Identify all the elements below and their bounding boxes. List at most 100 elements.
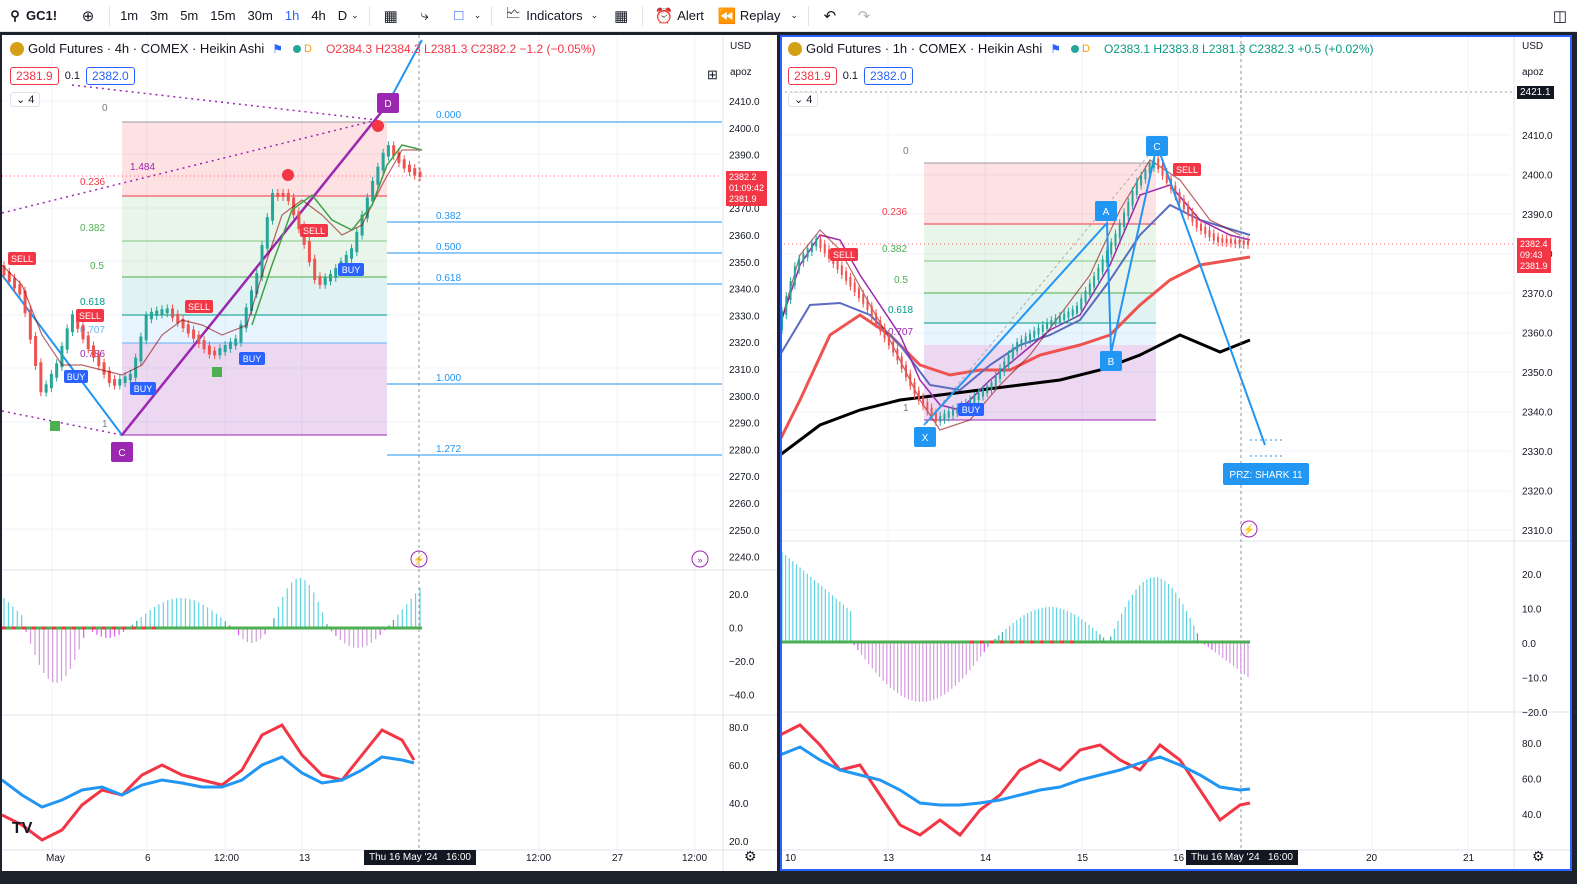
indicators-button[interactable]: 🗠 Indicators ⌄ (496, 0, 604, 32)
candle-body (328, 273, 332, 282)
trendline-dotted[interactable] (2, 410, 123, 436)
fib-label: 0.382 (80, 223, 105, 234)
bar-style-button[interactable]: ▦ (374, 0, 408, 32)
prz-badge[interactable]: PRZ: SHARK 11 (1223, 463, 1309, 485)
left-chart-canvas[interactable]: 0 0.236 0.382 0.5 0.618 0.707 0.786 1 1.… (2, 35, 777, 871)
exit-marker[interactable] (282, 169, 294, 181)
indicators-collapse-button[interactable]: ⌄ 4 (10, 92, 41, 107)
candle-body (271, 193, 275, 221)
trendline-dotted[interactable] (2, 119, 378, 214)
oscillator-histogram[interactable] (3, 578, 421, 683)
oscillator-fast-line[interactable] (2, 723, 416, 842)
scale-selector[interactable]: apoz (730, 67, 752, 78)
buy-signal[interactable]: BUY (130, 382, 156, 395)
undo-button[interactable]: ↶ (813, 0, 847, 32)
replay-button[interactable]: ⏪ Replay ⌄ (710, 0, 804, 32)
fib-extension[interactable]: 0.000 0.382 0.500 0.618 1.000 1.272 (387, 110, 722, 456)
timeframe-label: 5m (180, 8, 199, 23)
ma-line (780, 184, 1251, 411)
buy-signal[interactable]: BUY (239, 352, 265, 365)
oscillator-slow-line[interactable] (2, 755, 415, 809)
harmonic-pattern-line[interactable] (121, 104, 388, 436)
right-chart-pane[interactable]: 0 0.236 0.382 0.5 0.618 0.707 1 X A B C … (780, 35, 1572, 871)
jump-to-realtime-icon[interactable] (691, 550, 709, 568)
add-plus-icon[interactable]: ⊞ (707, 67, 718, 82)
timeframe-3m[interactable]: 3m (144, 0, 174, 32)
axis-tick-label: 2360.0 (729, 231, 760, 242)
pattern-point-a[interactable]: A (1095, 201, 1117, 221)
layout-button[interactable]: ◫ (1543, 0, 1577, 32)
pattern-point-b[interactable]: B (1100, 351, 1122, 371)
pattern-point-c[interactable]: C (1146, 136, 1168, 156)
jump-to-realtime-glyph: » (697, 555, 702, 565)
redo-button[interactable]: ↷ (847, 0, 881, 32)
chart-title[interactable]: Gold Futures · 4h · COMEX · Heikin Ashi (28, 41, 265, 56)
settings-gear-icon[interactable]: ⚙ (1532, 848, 1545, 864)
heikin-ashi-button[interactable]: □ ⌄ (442, 0, 488, 32)
tradingview-logo[interactable]: TV (12, 820, 33, 837)
candle-body (853, 282, 856, 293)
candle-body (789, 281, 792, 301)
buy-price-box[interactable]: 2382.0 (864, 67, 913, 85)
sell-signal[interactable]: SELL (185, 300, 213, 313)
right-chart-canvas[interactable]: 0 0.236 0.382 0.5 0.618 0.707 1 X A B C … (780, 35, 1572, 871)
fib-retracement[interactable]: 0 0.236 0.382 0.5 0.618 0.707 1 (882, 146, 1156, 421)
check-marker[interactable] (212, 367, 222, 377)
flag-icon[interactable]: ⚑ (1050, 41, 1062, 56)
alert-button[interactable]: ⏰ Alert (647, 0, 710, 32)
candle-body (186, 324, 190, 334)
compare-symbol-button[interactable]: ⊕ (71, 0, 105, 32)
sell-signal[interactable]: SELL (8, 252, 36, 265)
candle-body (92, 345, 96, 358)
buy-price-box[interactable]: 2382.0 (86, 67, 135, 85)
pattern-point-x[interactable]: X (914, 427, 936, 447)
timeframe-1h[interactable]: 1h (279, 0, 305, 32)
candles[interactable] (2, 141, 422, 397)
check-marker[interactable] (50, 421, 60, 431)
pattern-point-d[interactable]: D (377, 93, 399, 113)
sell-price-box[interactable]: 2381.9 (788, 67, 837, 85)
currency-selector[interactable]: USD (1522, 41, 1544, 52)
candle-body (334, 268, 338, 278)
flag-icon[interactable]: ⚑ (272, 41, 284, 56)
left-chart-pane[interactable]: 0 0.236 0.382 0.5 0.618 0.707 0.786 1 1.… (2, 35, 777, 871)
timeframe-D[interactable]: D ⌄ (332, 0, 365, 32)
exit-marker[interactable] (372, 120, 384, 132)
buy-signal[interactable]: BUY (64, 370, 88, 383)
timeframe-30m[interactable]: 30m (242, 0, 279, 32)
indicators-collapse-button[interactable]: ⌄ 4 (788, 92, 819, 107)
timeframe-5m[interactable]: 5m (174, 0, 204, 32)
oscillator-fast-line[interactable] (780, 723, 1251, 838)
candles[interactable] (781, 154, 1249, 426)
scale-selector[interactable]: apoz (1522, 67, 1544, 78)
settings-gear-icon[interactable]: ⚙ (744, 848, 757, 864)
sell-signal[interactable]: SELL (76, 309, 104, 322)
oscillator-histogram[interactable] (781, 552, 1249, 702)
candle-body (70, 314, 74, 333)
pattern-point-c[interactable]: C (111, 442, 133, 462)
chevron-down-icon: ⌄ (351, 10, 359, 20)
pattern-point-label: C (1153, 142, 1160, 153)
axis-tick-label: −20.0 (1522, 708, 1548, 719)
buy-signal[interactable]: BUY (338, 263, 364, 276)
sell-signal[interactable]: SELL (830, 248, 858, 261)
sell-price-box[interactable]: 2381.9 (10, 67, 59, 85)
candle-body (213, 350, 217, 356)
date-label: 14 (980, 853, 992, 864)
chart-title[interactable]: Gold Futures · 1h · COMEX · Heikin Ashi (806, 41, 1043, 56)
currency-selector[interactable]: USD (730, 41, 752, 52)
buy-signal[interactable]: BUY (958, 403, 984, 416)
sell-signal[interactable]: SELL (1173, 163, 1201, 176)
oscillator-slow-line[interactable] (780, 745, 1251, 807)
timeframe-4h[interactable]: 4h (305, 0, 331, 32)
sell-signal[interactable]: SELL (300, 224, 328, 237)
timeframe-1m[interactable]: 1m (114, 0, 144, 32)
oscillator-axis: 80.0 60.0 40.0 20.0 (729, 723, 749, 848)
chart-type-button[interactable]: ⤷ (408, 0, 442, 32)
signal-label: SELL (1176, 165, 1198, 175)
price-axis[interactable]: 2410.02400.02390.02380.02370.02360.02350… (1522, 131, 1553, 537)
symbol-search[interactable]: ⚲ GC1! (0, 0, 71, 32)
timeframe-15m[interactable]: 15m (204, 0, 241, 32)
price-axis[interactable]: 2410.02400.02390.02380.02370.02360.02350… (729, 97, 760, 564)
templates-button[interactable]: ▦ (604, 0, 638, 32)
